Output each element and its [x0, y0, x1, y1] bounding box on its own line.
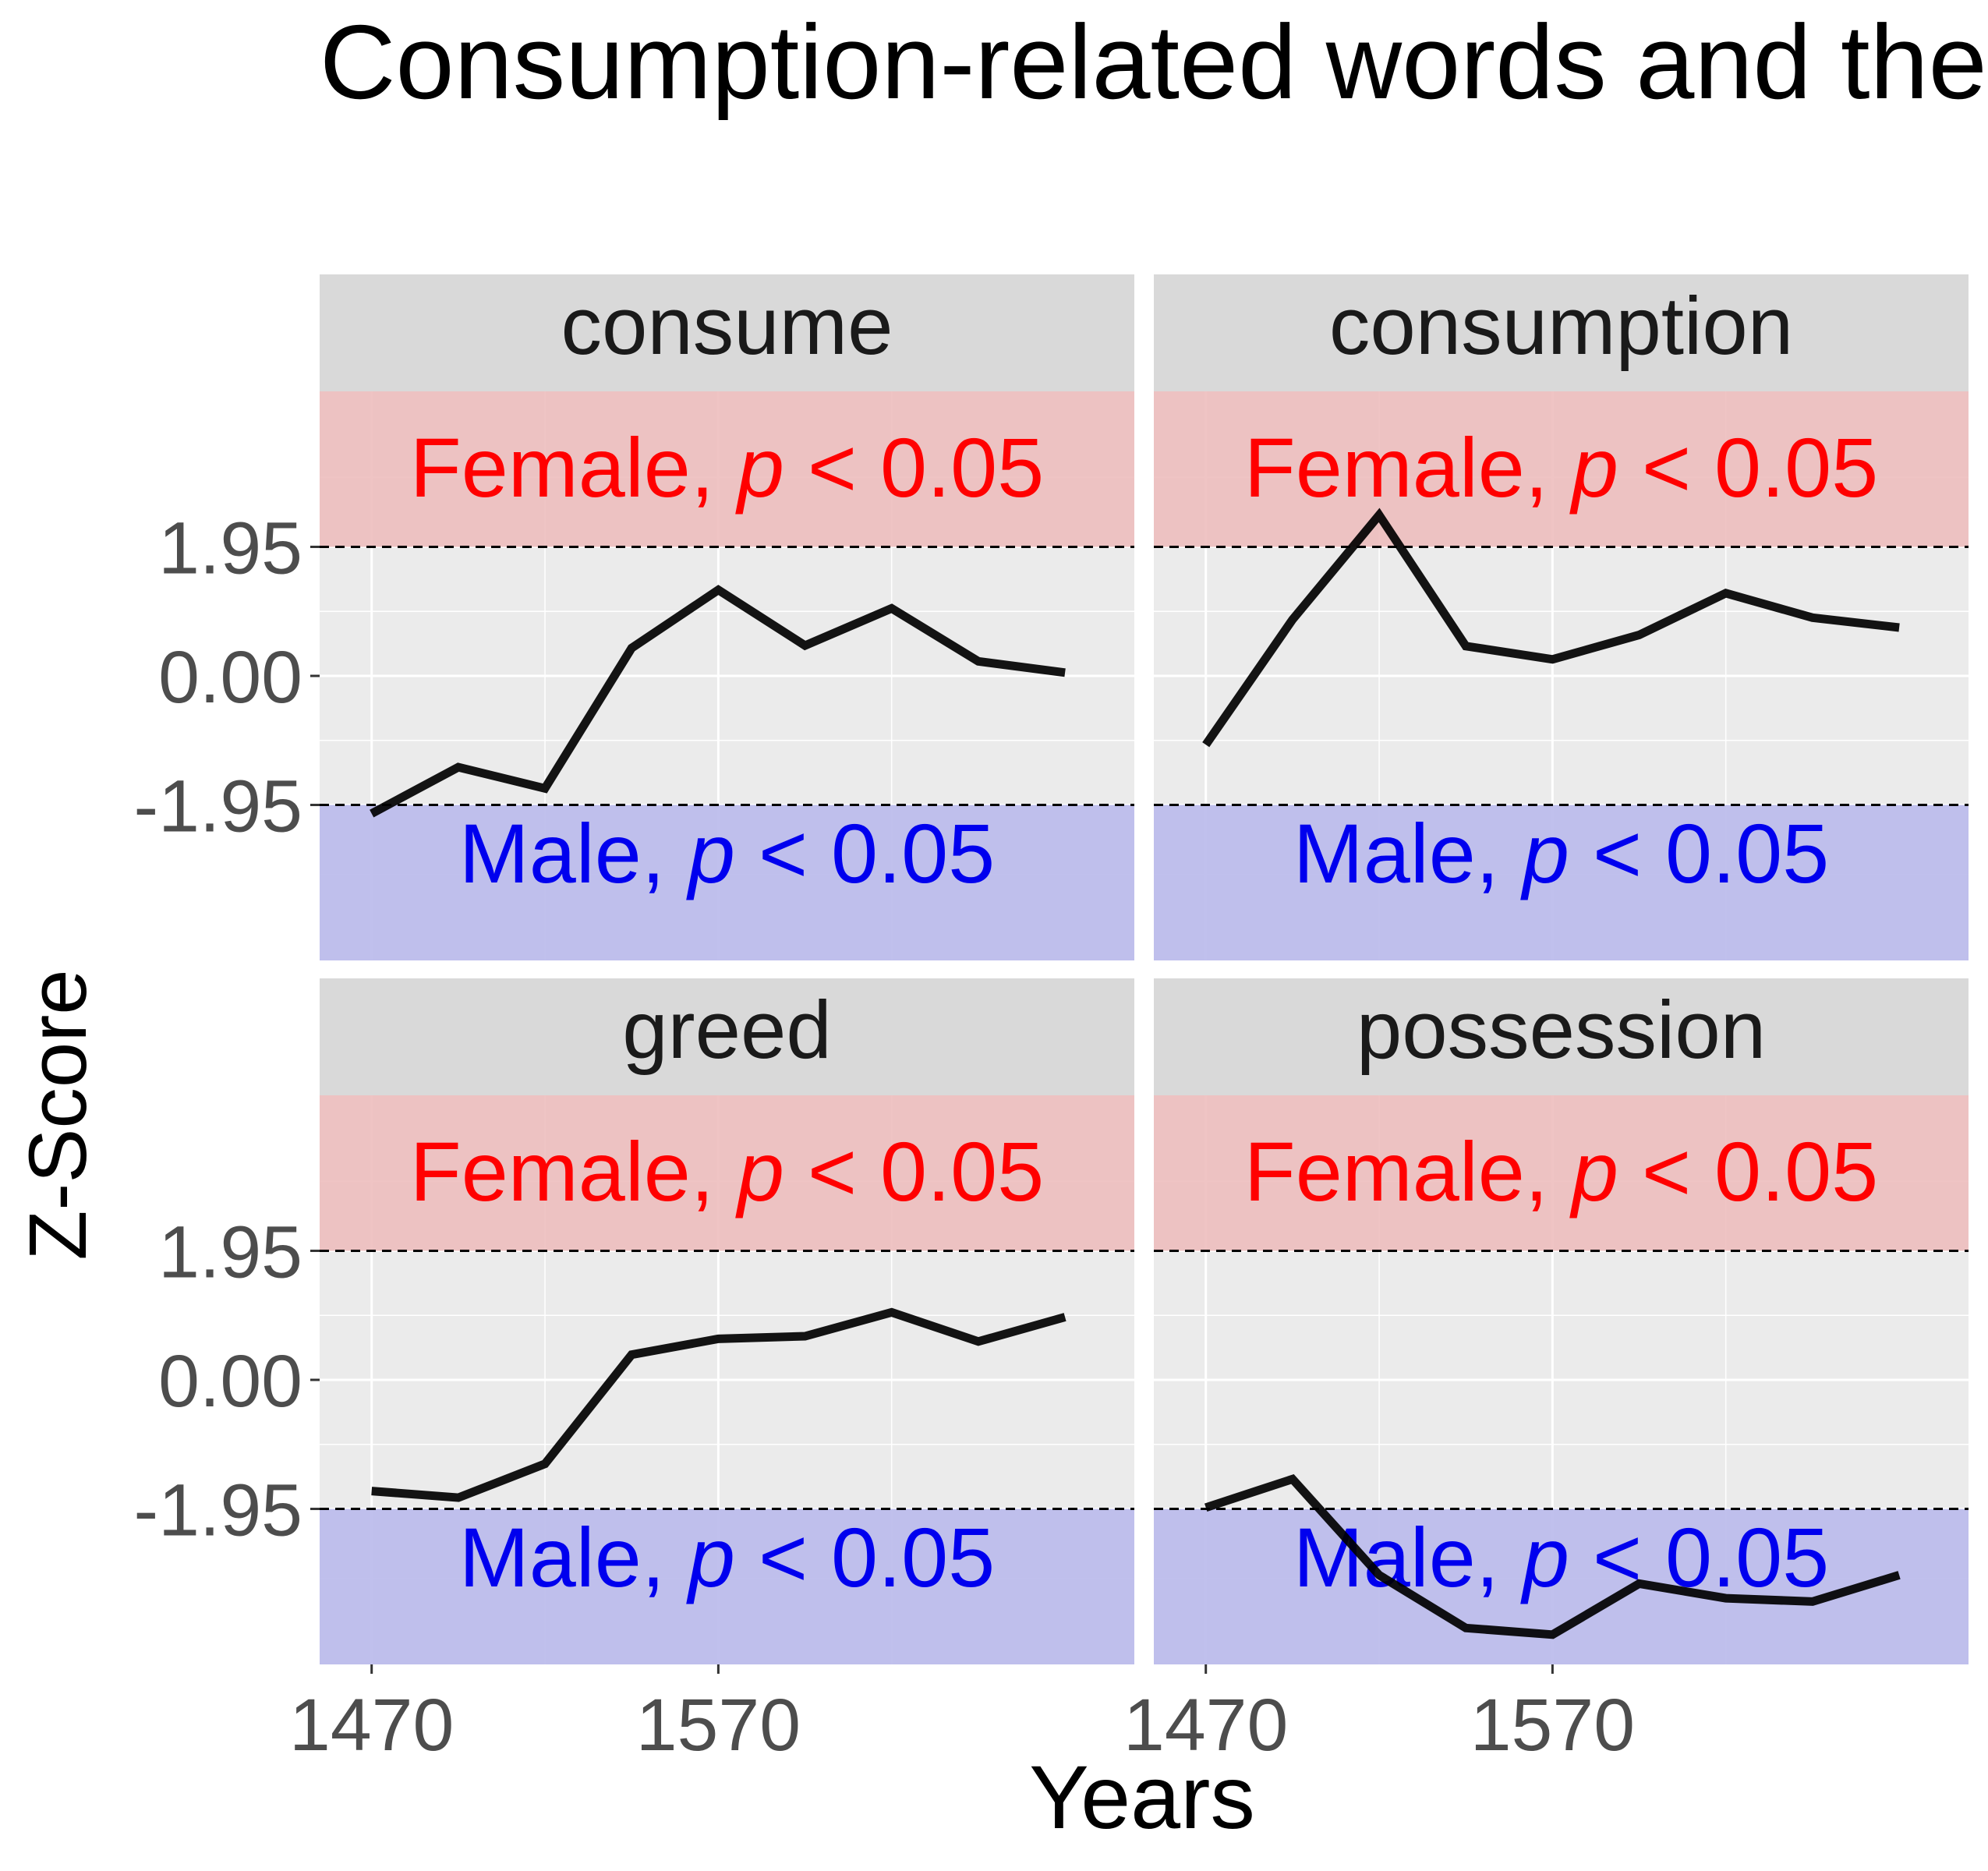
- x-axis-label: Years: [1029, 1748, 1255, 1848]
- male-significance-band: [320, 805, 1134, 960]
- y-tick-label: 1.95: [158, 507, 302, 589]
- y-tick-label: -1.95: [133, 766, 302, 848]
- y-axis-label: Z-Score: [12, 969, 104, 1260]
- facet-strip: [320, 978, 1134, 1095]
- male-significance-band: [1154, 1508, 1969, 1664]
- y-tick-label: -1.95: [133, 1470, 302, 1552]
- female-band-label: Female, p < 0.05: [1244, 420, 1879, 515]
- female-band-label: Female, p < 0.05: [1244, 1124, 1879, 1218]
- facet-strip: [320, 274, 1134, 391]
- y-tick-label: 0.00: [158, 636, 302, 719]
- male-band-label: Male, p < 0.05: [459, 806, 995, 900]
- facet-consumption: consumption Female, p < 0.05 Male, p < 0.0…: [1154, 274, 1969, 960]
- x-tick-label: 1470: [289, 1684, 454, 1767]
- male-band-label: Male, p < 0.05: [1293, 806, 1829, 900]
- x-tick-label: 1570: [1470, 1684, 1635, 1767]
- x-tick-label: 1470: [1123, 1684, 1288, 1767]
- female-significance-band: [320, 391, 1134, 547]
- facet-strip: [1154, 274, 1969, 391]
- female-significance-band: [1154, 1095, 1969, 1251]
- male-significance-band: [320, 1508, 1134, 1664]
- male-band-label: Male, p < 0.05: [459, 1510, 995, 1604]
- chart-title: Consumption-related words and their gend…: [320, 3, 1988, 121]
- female-band-label: Female, p < 0.05: [410, 420, 1045, 515]
- facet-panels: consume Female, p < 0.05 Male, p < 0.05 -1.…: [133, 274, 1969, 1767]
- x-tick-label: 1570: [636, 1684, 801, 1767]
- facet-consume: consume Female, p < 0.05 Male, p < 0.05 -1.…: [133, 274, 1134, 960]
- facet-strip-label: consume: [561, 281, 893, 372]
- female-band-label: Female, p < 0.05: [410, 1124, 1045, 1218]
- facet-strip-label: greed: [622, 985, 832, 1076]
- female-significance-band: [1154, 391, 1969, 547]
- y-tick-label: 0.00: [158, 1340, 302, 1423]
- series-line-greed: [371, 1307, 1067, 1502]
- y-tick-label: 1.95: [158, 1211, 302, 1293]
- female-significance-band: [320, 1095, 1134, 1251]
- facet-strip-label: consumption: [1329, 281, 1793, 372]
- facet-strip: [1154, 978, 1969, 1095]
- series-line-consume: [370, 585, 1066, 818]
- series-line-consumption: [1202, 508, 1900, 748]
- male-band-label: Male, p < 0.05: [1293, 1510, 1829, 1604]
- facet-greed: greed Female, p < 0.05 Male, p < 0.05 -1.95…: [133, 978, 1134, 1767]
- series-line-possession: [1204, 1473, 1901, 1639]
- facet-possession: possession Female, p < 0.05 Male, p < 0.05…: [1123, 978, 1969, 1767]
- facet-strip-label: possession: [1357, 985, 1766, 1076]
- male-significance-band: [1154, 805, 1969, 960]
